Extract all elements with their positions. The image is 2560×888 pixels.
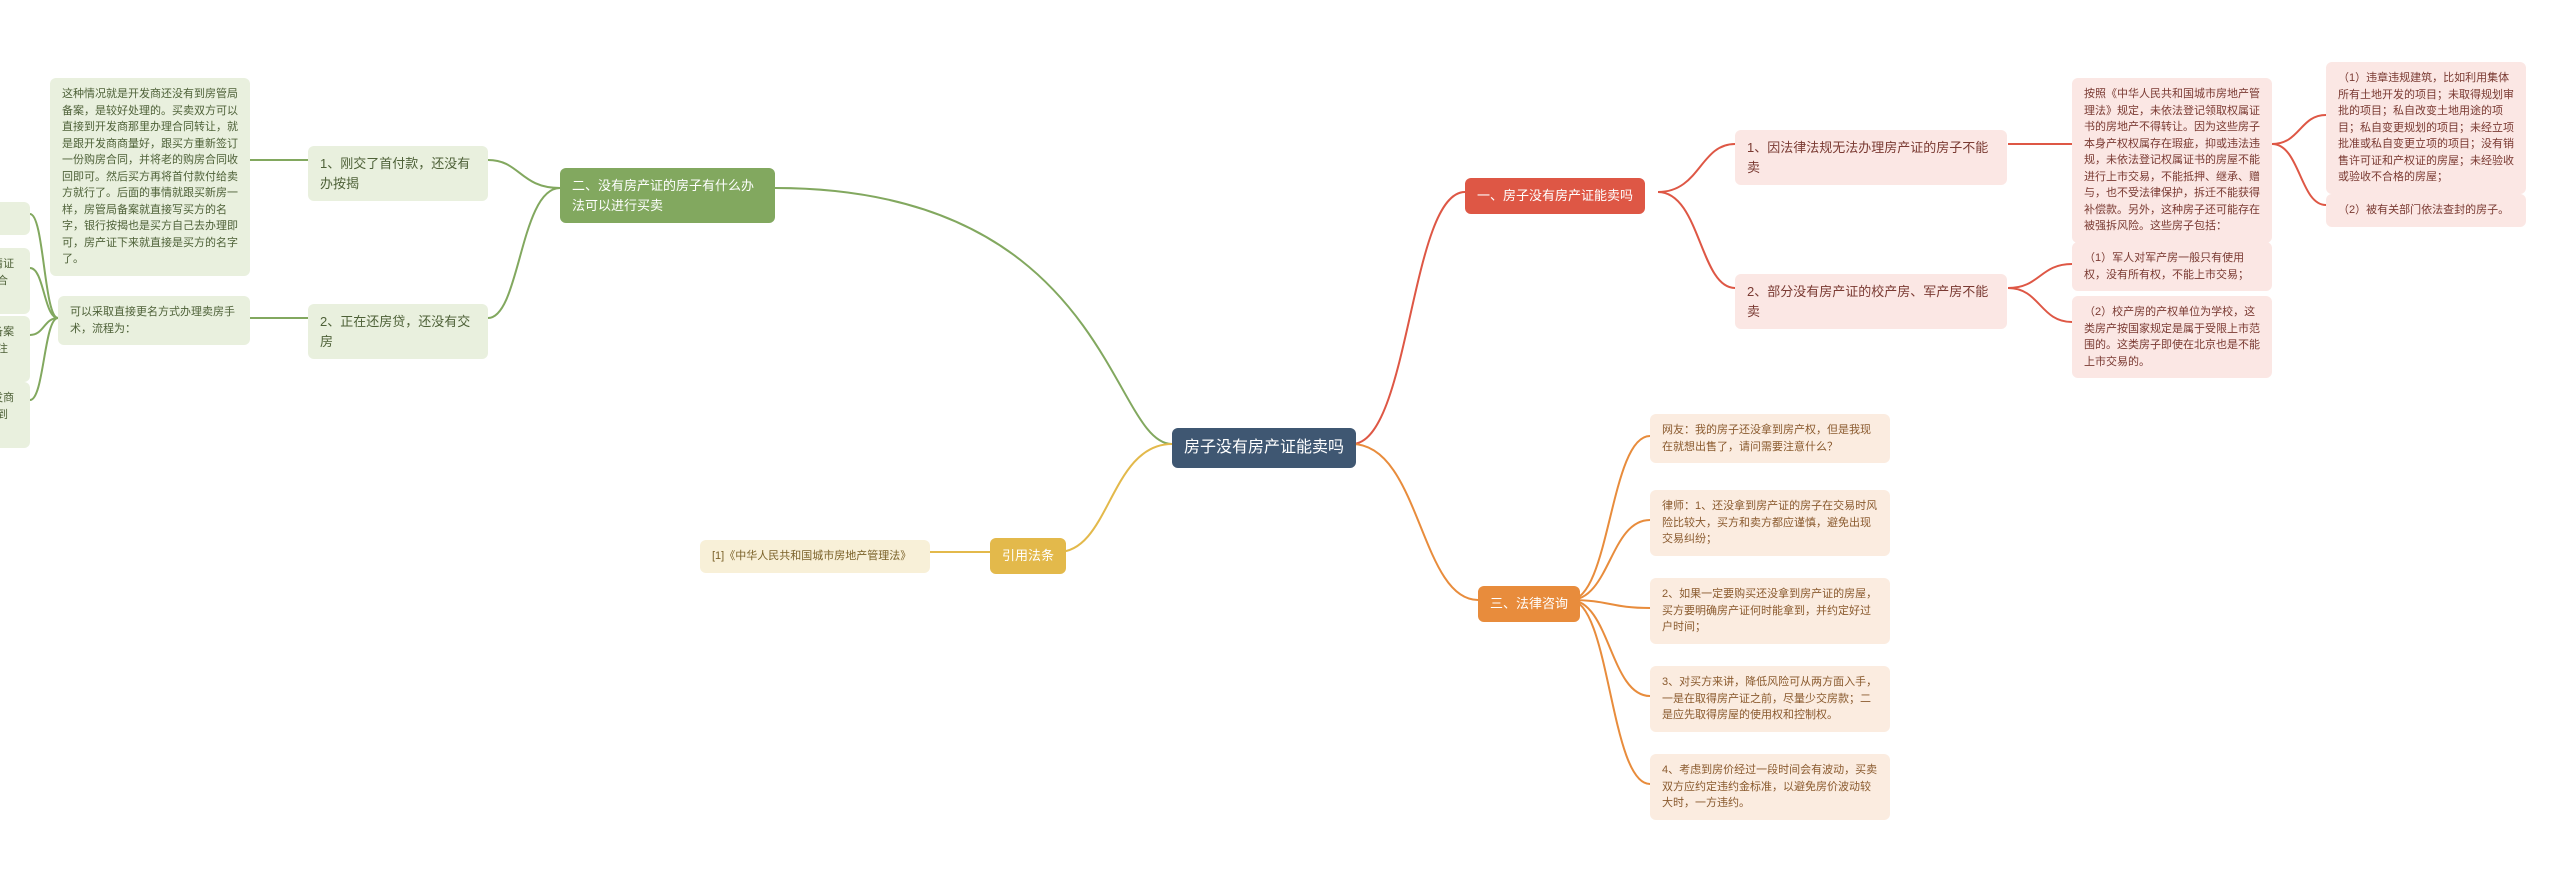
- b3-a4: 4、考虑到房价经过一段时间会有波动，买卖双方应约定违约金标准，以避免房价波动较大…: [1650, 754, 1890, 820]
- b4-l1: [1]《中华人民共和国城市房地产管理法》: [700, 540, 930, 573]
- b2-node-1[interactable]: 1、刚交了首付款，还没有办按揭: [308, 146, 488, 201]
- b3-q: 网友：我的房子还没拿到房产权，但是我现在就想出售了，请问需要注意什么？: [1650, 414, 1890, 463]
- b2-n2-l2: （2）卖方拿着银行出具的结清证明后去房管局拿出正在抵押的合同；: [0, 248, 30, 314]
- branch-3-title[interactable]: 三、法律咨询: [1478, 586, 1580, 622]
- b2-n1-desc: 这种情况就是开发商还没有到房管局备案，是较好处理的。买卖双方可以直接到开发商那里…: [50, 78, 250, 276]
- b3-a2: 2、如果一定要购买还没拿到房产证的房屋，买方要明确房产证何时能拿到，并约定好过户…: [1650, 578, 1890, 644]
- b1-node-1[interactable]: 1、因法律法规无法办理房产证的房子不能卖: [1735, 130, 2007, 185]
- branch-4-title[interactable]: 引用法条: [990, 538, 1066, 574]
- b2-n2-l1: （1）卖方将银行的贷款还清；: [0, 202, 30, 235]
- b2-node-2[interactable]: 2、正在还房贷，还没有交房: [308, 304, 488, 359]
- branch-2-title[interactable]: 二、没有房产证的房子有什么办法可以进行买卖: [560, 168, 775, 223]
- root-node[interactable]: 房子没有房产证能卖吗: [1172, 428, 1356, 468]
- branch-1-title[interactable]: 一、房子没有房产证能卖吗: [1465, 178, 1645, 214]
- b1-n1-desc: 按照《中华人民共和国城市房地产管理法》规定，未依法登记领取权属证书的房地产不得转…: [2072, 78, 2272, 243]
- b1-n2-leaf-2: （2）校产房的产权单位为学校，这类房产按国家规定是属于受限上市范围的。这类房子即…: [2072, 296, 2272, 378]
- b3-a3: 3、对买方来讲，降低风险可从两方面入手，一是在取得房产证之前，尽量少交房款；二是…: [1650, 666, 1890, 732]
- b1-n1-leaf-2: （2）被有关部门依法查封的房子。: [2326, 194, 2526, 227]
- b1-n2-leaf-1: （1）军人对军产房一般只有使用权，没有所有权，不能上市交易；: [2072, 242, 2272, 291]
- b3-a1: 律师：1、还没拿到房产证的房子在交易时风险比较大，买方和卖方都应谨慎，避免出现交…: [1650, 490, 1890, 556]
- b1-node-2[interactable]: 2、部分没有房产证的校产房、军产房不能卖: [1735, 274, 2007, 329]
- b2-n2-l4: （4）注销完成后由买方和开发商签署新的商品房买卖合同，再到房管局重新备案。: [0, 382, 30, 448]
- b2-n2-desc: 可以采取直接更名方式办理卖房手术，流程为：: [58, 296, 250, 345]
- b1-n1-leaf-1: （1）违章违规建筑，比如利用集体所有土地开发的项目；未取得规划审批的项目；私自改…: [2326, 62, 2526, 194]
- b2-n2-l3: （3）开发商带着合同和注销备案登记表去房地局办理该房屋的注销手续；: [0, 316, 30, 382]
